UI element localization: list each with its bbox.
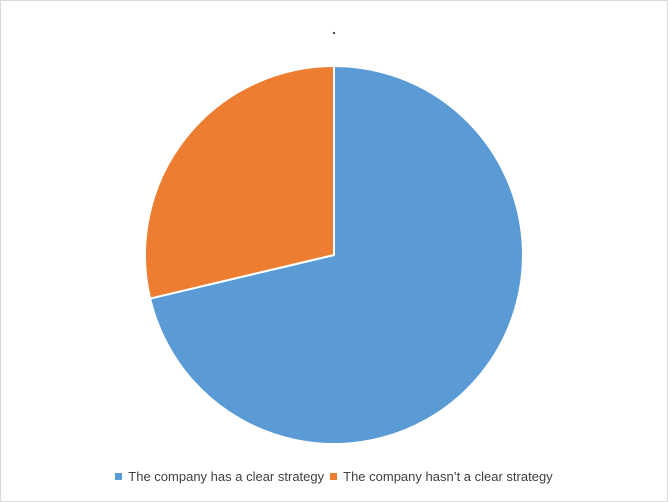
pie-chart xyxy=(144,65,524,445)
pie-slice-clear-strategy xyxy=(149,65,524,445)
legend-label-clear-strategy: The company has a clear strategy xyxy=(128,469,325,484)
legend-swatch-clear-strategy xyxy=(115,473,123,480)
legend-item-clear-strategy: The company has a clear strategy xyxy=(115,469,324,484)
legend-item-no-clear-strategy: The company hasn’t a clear strategy xyxy=(330,469,553,484)
legend: The company has a clear strategy The com… xyxy=(1,469,667,484)
legend-swatch-no-clear-strategy xyxy=(330,473,338,480)
legend-label-no-clear-strategy: The company hasn’t a clear strategy xyxy=(343,469,553,484)
pie-slice-no-clear-strategy xyxy=(144,65,335,300)
chart-title: . xyxy=(332,21,336,37)
